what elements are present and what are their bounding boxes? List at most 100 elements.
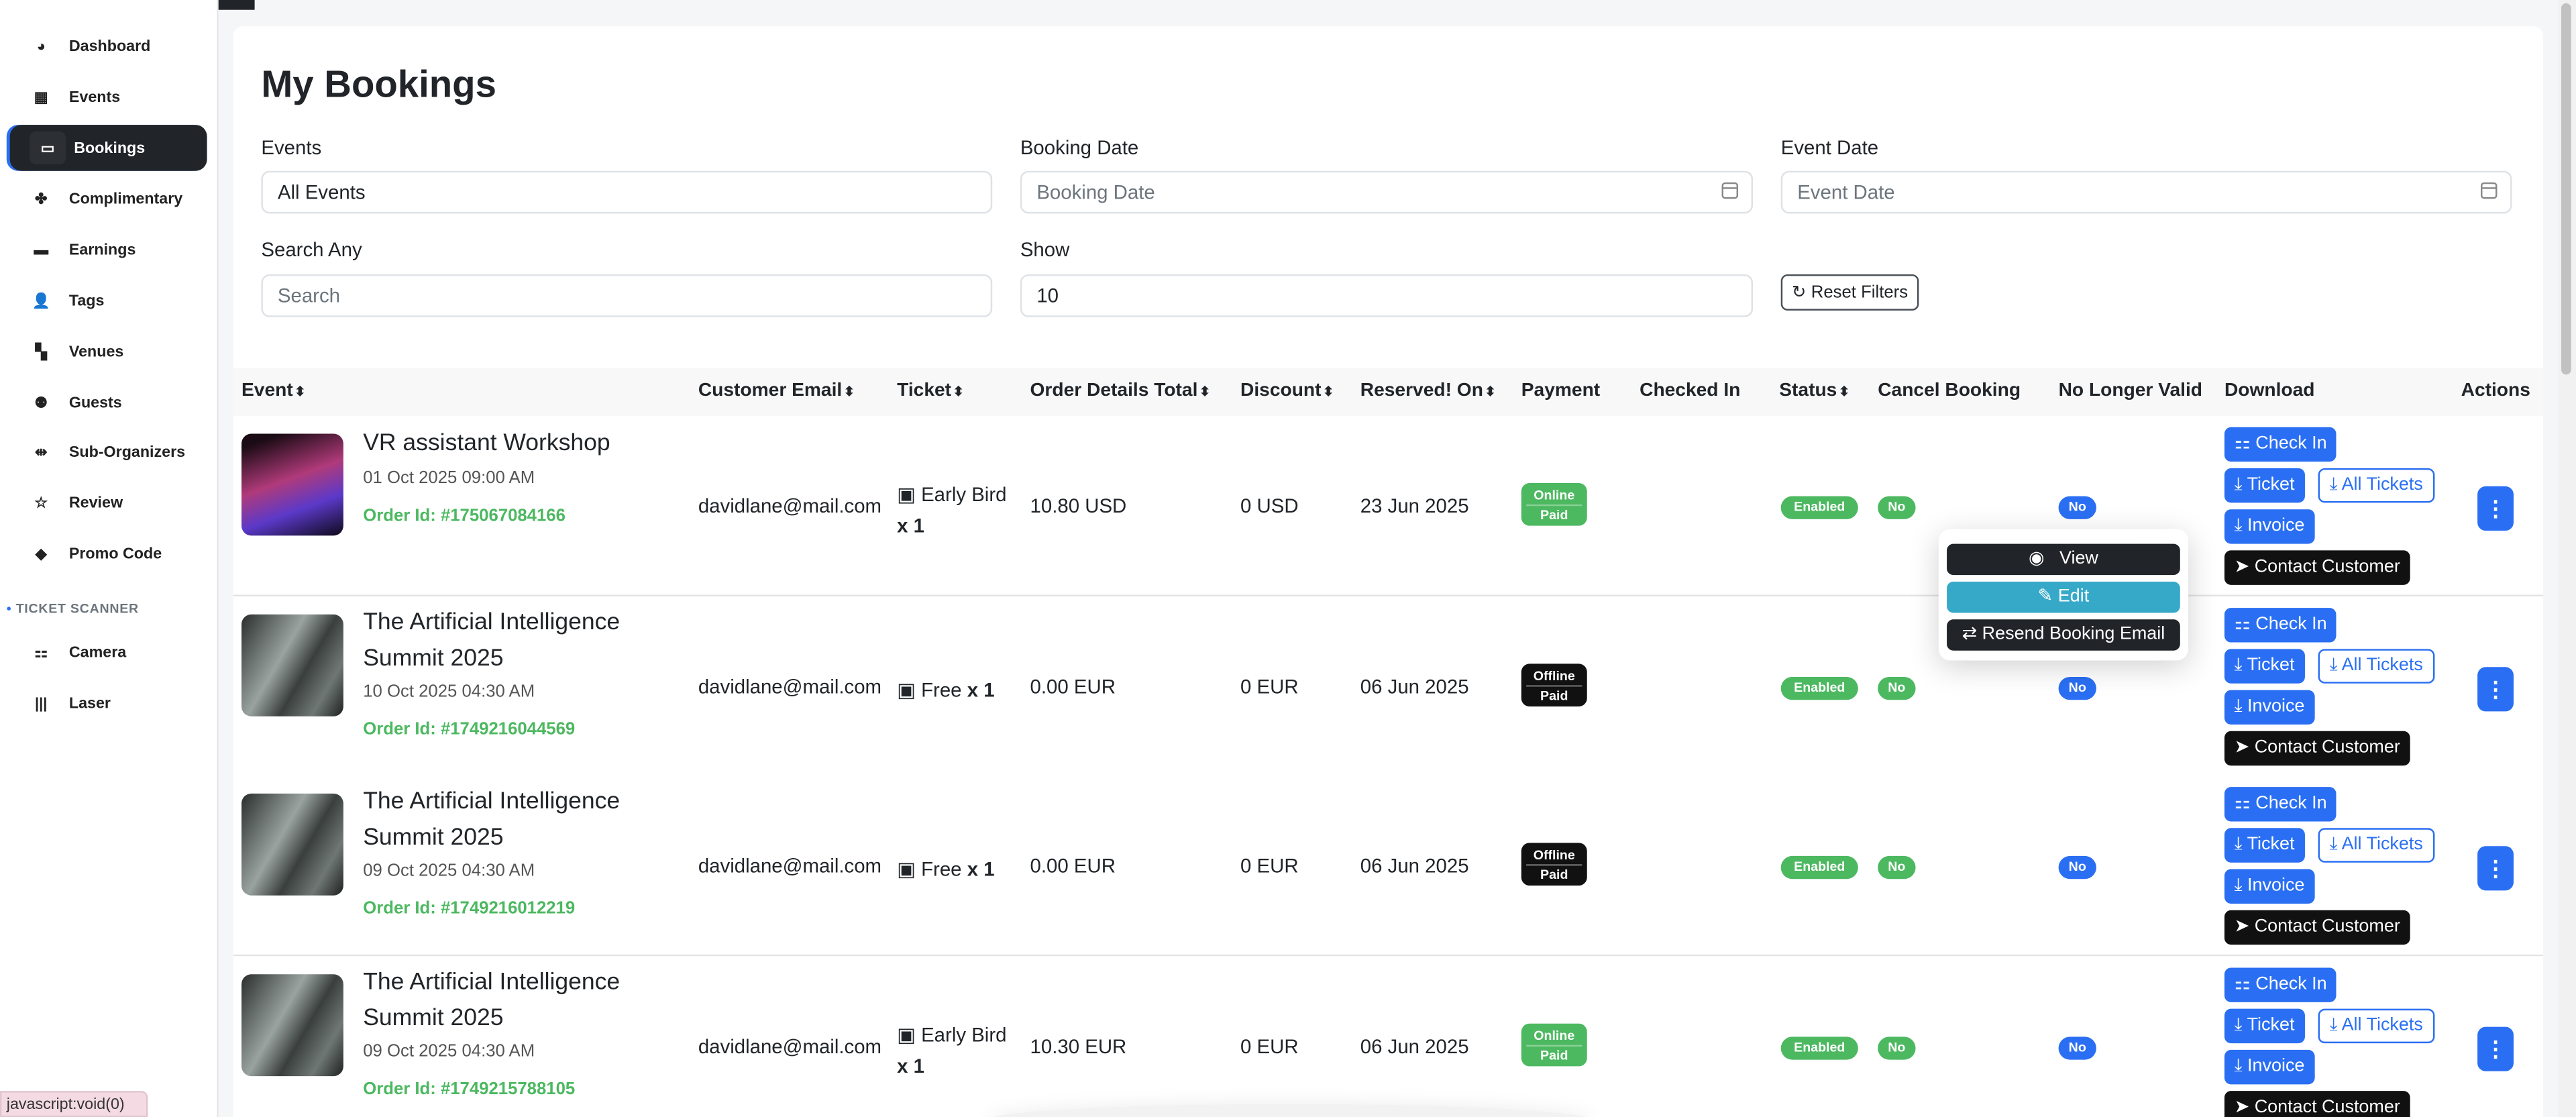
column-header-label: Order Details Total [1030, 381, 1198, 401]
sidebar-item-label: Guests [68, 393, 122, 412]
event-thumbnail [241, 793, 343, 896]
sort-icon[interactable]: ⬍ [1838, 384, 1850, 400]
contact-customer-button[interactable]: ➤ Contact Customer [2224, 1089, 2410, 1117]
view-menu-item[interactable]: ◉ View [1947, 543, 2180, 576]
scrollbar-thumb[interactable] [2561, 3, 2571, 375]
event-title[interactable]: The Artificial Intelligence Summit 2025 [363, 608, 621, 672]
sidebar-item-dashboard[interactable]: ◕ Dashboard [0, 23, 217, 69]
download-ticket-button[interactable]: ⤓ Ticket [2224, 468, 2305, 503]
column-header-ticket[interactable]: Ticket ⬍ [897, 381, 964, 401]
order-total: 10.80 USD [1030, 494, 1127, 518]
download-invoice-button[interactable]: ⤓ Invoice [2224, 869, 2315, 904]
events-select[interactable]: All Events [261, 170, 993, 214]
sidebar-item-label: Earnings [68, 240, 136, 259]
sidebar-item-promo-code[interactable]: ◆ Promo Code [0, 531, 217, 577]
column-header-discount[interactable]: Discount ⬍ [1240, 381, 1334, 401]
booking-date-placeholder: Booking Date [1036, 180, 1155, 204]
sidebar-item-bookings[interactable]: ▭ Bookings [9, 125, 207, 171]
sidebar-item-label: Complimentary [68, 189, 183, 208]
sidebar-item-earnings[interactable]: ▬ Earnings [0, 227, 217, 273]
sort-icon[interactable]: ⬍ [953, 384, 964, 400]
download-invoice-button[interactable]: ⤓ Invoice [2224, 509, 2315, 544]
actions-menu-button[interactable]: ⋮ [2477, 846, 2514, 891]
sidebar-item-camera[interactable]: ⚏ Camera [0, 629, 217, 676]
cancel-booking-badge: No [1878, 496, 1916, 519]
actions-menu-button[interactable]: ⋮ [2477, 1026, 2514, 1071]
column-header-event[interactable]: Event ⬍ [241, 381, 306, 401]
sidebar-item-events[interactable]: ▦ Events [0, 74, 217, 120]
view-label: View [2059, 548, 2098, 569]
column-header-order-details-total[interactable]: Order Details Total ⬍ [1030, 381, 1211, 401]
contact-customer-button[interactable]: ➤ Contact Customer [2224, 730, 2410, 765]
customer-email: davidlane@mail.com [698, 1034, 882, 1057]
download-icon: ⤓ [2234, 696, 2248, 716]
user-tag-icon: 👤 [32, 291, 50, 309]
actions-menu-button[interactable]: ⋮ [2477, 486, 2514, 531]
sort-icon[interactable]: ⬍ [294, 384, 306, 400]
download-ticket-button[interactable]: ⤓ Ticket [2224, 828, 2305, 863]
column-header-label: No Longer Valid [2058, 381, 2202, 401]
ticket-quantity: x 1 [897, 514, 925, 537]
column-header-reserved-on[interactable]: Reserved! On ⬍ [1360, 381, 1496, 401]
eye-icon: ◉ [2028, 548, 2059, 569]
sidebar-item-review[interactable]: ☆ Review [0, 480, 217, 526]
check-in-button[interactable]: ⚏ Check In [2224, 606, 2337, 642]
event-date-label: Event Date [1780, 136, 1879, 160]
check-in-button[interactable]: ⚏ Check In [2224, 787, 2337, 822]
ticket-name: Free [921, 678, 962, 701]
invoice-label: Invoice [2247, 875, 2305, 896]
sidebar-item-tags[interactable]: 👤 Tags [0, 278, 217, 324]
download-ticket-button[interactable]: ⤓ Ticket [2224, 648, 2305, 683]
sort-icon[interactable]: ⬍ [1322, 384, 1334, 400]
contact-customer-button[interactable]: ➤ Contact Customer [2224, 550, 2410, 585]
sidebar-item-venues[interactable]: ▚ Venues [0, 329, 217, 375]
sidebar-item-complimentary[interactable]: ✤ Complimentary [0, 176, 217, 222]
download-ticket-button[interactable]: ⤓ Ticket [2224, 1008, 2305, 1043]
event-date-input[interactable]: Event Date [1780, 170, 2512, 214]
status-badge: Enabled [1780, 1036, 1858, 1059]
payment-status: Paid [1540, 867, 1568, 883]
download-all-tickets-button[interactable]: ⤓ All Tickets [2318, 468, 2434, 503]
resend-booking-email-menu-item[interactable]: ⇄ Resend Booking Email [1947, 619, 2180, 651]
download-all-tickets-button[interactable]: ⤓ All Tickets [2318, 828, 2434, 863]
download-invoice-button[interactable]: ⤓ Invoice [2224, 689, 2315, 724]
actions-menu-button[interactable]: ⋮ [2477, 666, 2514, 711]
event-title[interactable]: The Artificial Intelligence Summit 2025 [363, 788, 621, 851]
booking-date-label: Booking Date [1020, 136, 1139, 160]
sidebar-item-sub-organizers[interactable]: ⇹ Sub-Organizers [0, 429, 217, 475]
discount: 0 EUR [1240, 1034, 1299, 1057]
check-in-button[interactable]: ⚏ Check In [2224, 967, 2337, 1002]
sidebar-item-label: Bookings [74, 138, 146, 157]
search-input[interactable]: Search [261, 274, 993, 317]
sort-icon[interactable]: ⬍ [843, 384, 855, 400]
sidebar-item-guests[interactable]: ⚉ Guests [0, 380, 217, 426]
all-tickets-label: All Tickets [2341, 654, 2423, 675]
event-title[interactable]: VR assistant Workshop [363, 430, 610, 457]
reset-filters-button[interactable]: ↻ Reset Filters [1780, 274, 1919, 311]
page-title: My Bookings [261, 62, 496, 105]
sort-icon[interactable]: ⬍ [1485, 384, 1496, 400]
download-invoice-button[interactable]: ⤓ Invoice [2224, 1049, 2315, 1084]
actions-dropdown-menu: ◉ View ✎ Edit ⇄ Resend Booking Email [1938, 529, 2189, 661]
event-thumbnail [241, 613, 343, 716]
download-all-tickets-button[interactable]: ⤓ All Tickets [2318, 1008, 2434, 1043]
edit-menu-item[interactable]: ✎ Edit [1947, 581, 2180, 613]
booking-date-input[interactable]: Booking Date [1020, 170, 1754, 214]
payment-method: Offline [1526, 846, 1582, 866]
table-row: The Artificial Intelligence Summit 2025 0… [233, 775, 2544, 957]
contact-customer-button[interactable]: ➤ Contact Customer [2224, 910, 2410, 945]
table-row: The Artificial Intelligence Summit 2025 0… [233, 955, 2544, 1117]
ticket-name: Early Bird [921, 1022, 1007, 1046]
column-header-label: Checked In [1640, 381, 1741, 401]
event-title[interactable]: The Artificial Intelligence Summit 2025 [363, 968, 621, 1031]
column-header-customer-email[interactable]: Customer Email ⬍ [698, 381, 855, 401]
sort-icon[interactable]: ⬍ [1199, 384, 1211, 400]
check-in-button[interactable]: ⚏ Check In [2224, 427, 2337, 462]
status-bar-link-preview: javascript:void(0) [0, 1091, 148, 1117]
column-header-status[interactable]: Status ⬍ [1779, 381, 1849, 401]
cancel-booking-badge: No [1878, 676, 1916, 700]
download-all-tickets-button[interactable]: ⤓ All Tickets [2318, 648, 2434, 683]
show-select[interactable]: 10 [1020, 274, 1754, 317]
search-label: Search Any [261, 238, 362, 262]
sidebar-item-laser[interactable]: ||| Laser [0, 680, 217, 727]
